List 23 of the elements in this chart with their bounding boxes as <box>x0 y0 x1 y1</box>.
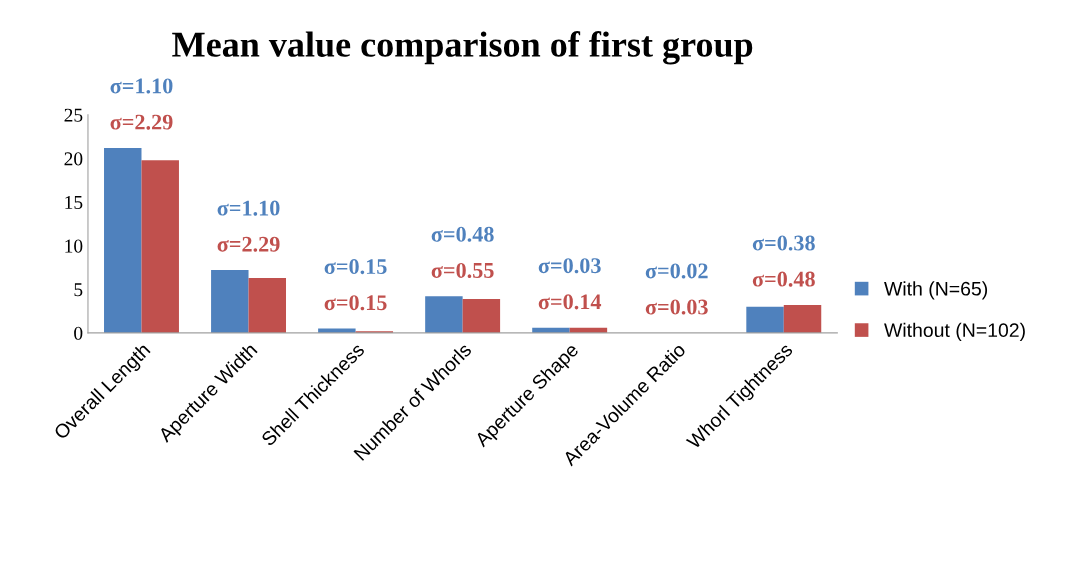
annotation: σ=2.29 <box>217 236 280 252</box>
annotation: σ=0.55 <box>431 262 494 278</box>
y-tick-label: 10 <box>65 239 83 253</box>
y-tick-label: 15 <box>65 195 83 210</box>
annotation: σ=0.14 <box>538 294 602 310</box>
legend-label: Without (N=102) <box>884 322 1025 341</box>
annotation: σ=0.38 <box>752 235 815 251</box>
annotation: σ=1.10 <box>217 200 280 216</box>
annotation: σ=0.02 <box>645 263 708 279</box>
y-tick-label: 5 <box>74 283 83 297</box>
y-tick-label: 25 <box>64 108 83 122</box>
chart-title: Mean value comparison of first group <box>172 31 753 65</box>
legend-label: With (N=65) <box>884 281 988 300</box>
annotation: σ=0.03 <box>538 258 601 274</box>
annotation: σ=2.29 <box>110 114 173 130</box>
y-tick-label: 20 <box>64 152 83 166</box>
annotation: σ=0.03 <box>645 299 708 315</box>
annotation: σ=0.48 <box>752 271 815 287</box>
annotation: σ=1.10 <box>110 78 173 94</box>
annotation: σ=0.15 <box>324 259 387 275</box>
annotation: σ=0.15 <box>324 295 387 311</box>
y-tick-label: 0 <box>74 326 83 340</box>
annotation: σ=0.48 <box>431 226 494 242</box>
